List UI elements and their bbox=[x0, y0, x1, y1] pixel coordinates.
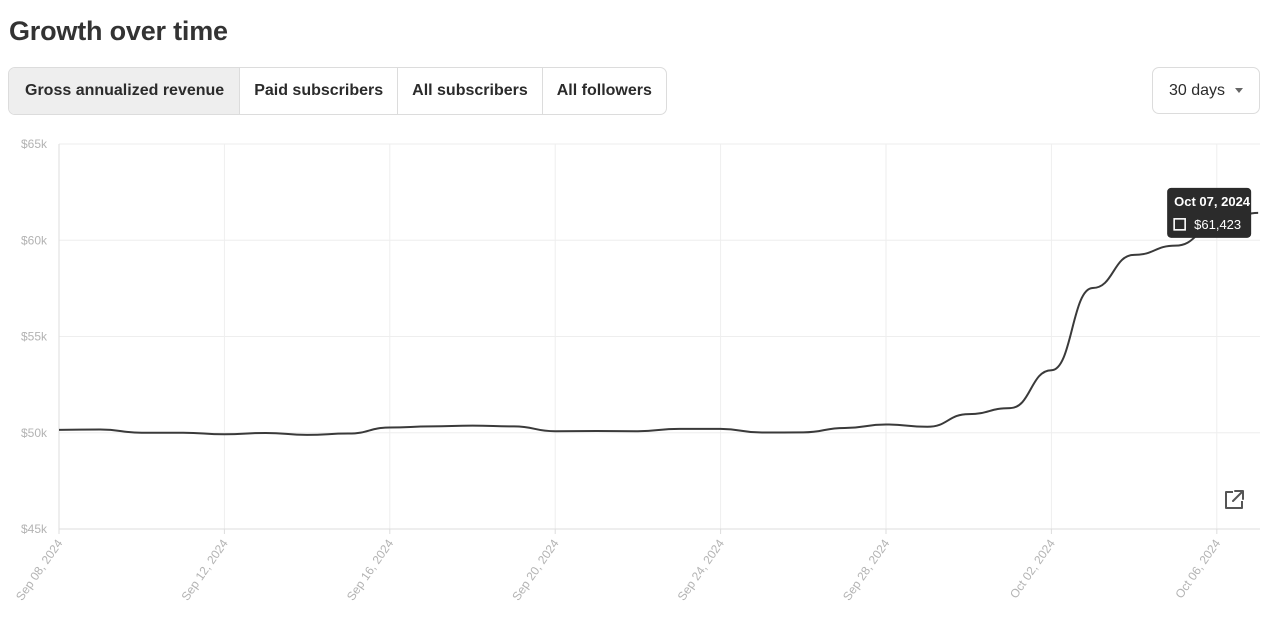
chevron-down-icon bbox=[1235, 88, 1244, 93]
tab-gross-annualized-revenue[interactable]: Gross annualized revenue bbox=[9, 68, 241, 114]
x-tick-label: Sep 12, 2024 bbox=[178, 536, 231, 603]
x-tick-label: Sep 16, 2024 bbox=[344, 536, 397, 603]
y-tick-label: $65k bbox=[21, 137, 48, 151]
external-link-icon[interactable] bbox=[1225, 490, 1244, 509]
tab-paid-subscribers[interactable]: Paid subscribers bbox=[240, 68, 399, 114]
tooltip-value: $61,423 bbox=[1194, 217, 1241, 232]
date-range-label: 30 days bbox=[1168, 81, 1226, 99]
x-tick-label: Sep 20, 2024 bbox=[509, 536, 562, 603]
x-tick-label: Oct 06, 2024 bbox=[1172, 536, 1223, 601]
revenue-series-line bbox=[58, 211, 1259, 436]
page-title: Growth over time bbox=[9, 16, 228, 46]
chart-grid bbox=[59, 143, 1260, 529]
y-tick-label: $60k bbox=[21, 233, 48, 247]
tooltip-box bbox=[1167, 187, 1252, 238]
y-tick-label: $45k bbox=[21, 522, 48, 536]
x-tick-label: Sep 08, 2024 bbox=[13, 536, 66, 603]
chart-series bbox=[58, 211, 1259, 436]
x-tick-label: Oct 02, 2024 bbox=[1007, 536, 1058, 601]
metric-tabs: Gross annualized revenue Paid subscriber… bbox=[8, 67, 667, 115]
y-tick-label: $50k bbox=[21, 426, 48, 440]
chart-tooltip: Oct 07, 2024 $61,423 bbox=[1167, 187, 1252, 238]
tooltip-series-swatch bbox=[1173, 218, 1186, 231]
tooltip-date: Oct 07, 2024 bbox=[1174, 194, 1251, 209]
x-tick-label: Sep 24, 2024 bbox=[675, 536, 728, 603]
y-axis: $45k $50k $55k $60k $65k bbox=[21, 137, 60, 536]
tab-all-subscribers[interactable]: All subscribers bbox=[398, 68, 543, 114]
x-tick-label: Sep 28, 2024 bbox=[840, 536, 893, 603]
date-range-dropdown[interactable]: 30 days bbox=[1152, 67, 1260, 114]
tab-all-followers[interactable]: All followers bbox=[556, 82, 652, 99]
y-tick-label: $55k bbox=[21, 330, 48, 344]
x-axis: Sep 08, 2024 Sep 12, 2024 Sep 16, 2024 Sep … bbox=[13, 528, 1260, 603]
